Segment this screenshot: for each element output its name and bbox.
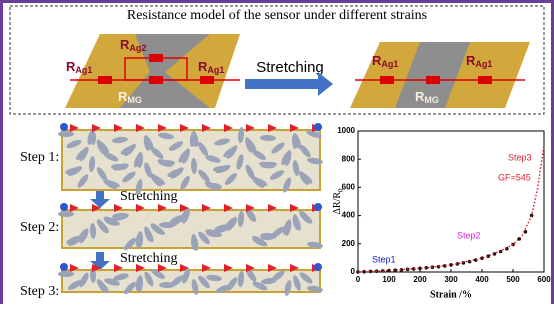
x-tick-label: 300 (444, 275, 458, 284)
resistor (149, 54, 163, 62)
y-label-sub: 0 (337, 188, 345, 192)
arrow-label: Stretching (120, 251, 178, 266)
electrode (314, 123, 322, 131)
annotation: Step2 (457, 230, 481, 240)
resistor (98, 76, 112, 84)
resistor (426, 76, 440, 84)
resistor (149, 76, 163, 84)
x-tick-label: 100 (382, 275, 396, 284)
flake (58, 131, 74, 137)
electrode (60, 263, 68, 271)
annotation: GF=545 (498, 172, 531, 182)
resistor (380, 76, 394, 84)
step-label: Step 3: (20, 284, 59, 299)
step-label: Step 1: (20, 150, 59, 165)
y-tick-label: 1000 (337, 126, 355, 135)
electrode (314, 263, 322, 271)
x-tick-label: 400 (475, 275, 489, 284)
electrode (314, 203, 322, 211)
annotation: Step3 (508, 152, 532, 162)
y-tick-label: 800 (342, 154, 356, 163)
x-axis-label: Strain /% (430, 289, 472, 300)
flake (58, 211, 74, 217)
y-label-main: ΔR/R (332, 192, 343, 215)
flake (58, 271, 74, 277)
model-title: Resistance model of the sensor under dif… (127, 8, 427, 23)
y-tick-label: 200 (342, 239, 356, 248)
electrode (60, 203, 68, 211)
x-tick-label: 0 (356, 275, 361, 284)
x-tick-label: 600 (537, 275, 551, 284)
step-label: Step 2: (20, 220, 59, 235)
y-tick-label: 400 (342, 211, 356, 220)
resistor (200, 76, 214, 84)
resistor (478, 76, 492, 84)
annotation: Step1 (372, 254, 396, 264)
arrow-label: Stretching (256, 59, 324, 76)
figure: Resistance model of the sensor under dif… (0, 0, 554, 304)
x-tick-label: 500 (506, 275, 520, 284)
x-tick-label: 200 (413, 275, 427, 284)
arrow-label: Stretching (120, 189, 178, 204)
electrode (60, 123, 68, 131)
